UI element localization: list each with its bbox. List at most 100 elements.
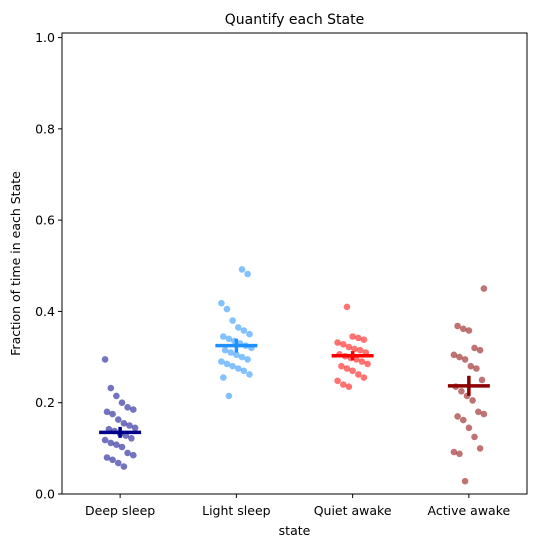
data-point — [244, 356, 251, 363]
data-point — [338, 362, 345, 370]
data-point — [460, 325, 467, 333]
data-point — [225, 392, 233, 400]
data-point — [461, 477, 469, 485]
data-point — [353, 356, 360, 363]
data-point — [238, 353, 246, 361]
data-point — [227, 349, 235, 356]
y-axis-label: Fraction of time in each State — [8, 171, 23, 356]
x-tick-label: Light sleep — [202, 503, 271, 518]
data-point — [113, 392, 120, 400]
data-point — [223, 305, 231, 313]
data-point — [130, 406, 137, 413]
data-point — [467, 362, 475, 370]
data-point — [343, 365, 351, 372]
data-point — [120, 463, 128, 470]
y-tick-label: 0.6 — [35, 213, 55, 228]
data-point — [109, 456, 116, 464]
data-point — [115, 416, 122, 423]
data-point — [345, 343, 353, 351]
data-point — [126, 422, 133, 429]
y-tick-label: 0.8 — [35, 121, 55, 136]
data-point — [118, 443, 126, 451]
y-tick-label: 0.2 — [35, 395, 55, 410]
data-point — [124, 449, 131, 457]
x-tick-label: Deep sleep — [85, 503, 155, 518]
data-point — [349, 333, 356, 340]
data-point — [355, 334, 362, 342]
data-point — [109, 410, 116, 418]
data-point — [101, 356, 109, 363]
x-axis: Deep sleep Light sleep Quiet awake Active a… — [85, 494, 511, 518]
data-point — [120, 420, 128, 427]
data-point — [450, 448, 458, 456]
data-point — [465, 327, 473, 334]
data-point — [475, 408, 482, 416]
data-point — [240, 327, 248, 334]
data-point — [343, 303, 351, 311]
data-point — [461, 356, 469, 363]
data-point — [351, 345, 358, 353]
data-point — [131, 424, 139, 432]
y-tick-label: 1.0 — [35, 30, 55, 45]
data-point — [356, 346, 364, 354]
data-point — [235, 365, 242, 372]
data-point — [101, 436, 109, 444]
y-axis: 0.0 0.2 0.4 0.6 0.8 1.0 — [35, 30, 62, 502]
data-point — [478, 376, 486, 384]
data-point — [235, 324, 242, 331]
data-point — [480, 410, 488, 418]
data-point — [334, 339, 341, 346]
data-point — [103, 454, 111, 461]
points-layer — [101, 266, 488, 485]
data-point — [130, 451, 137, 459]
plot-frame — [61, 32, 528, 495]
data-point — [364, 360, 371, 368]
data-point — [349, 367, 356, 375]
data-point — [244, 270, 251, 278]
data-point — [345, 383, 353, 391]
data-point — [246, 371, 253, 378]
data-point — [360, 336, 368, 344]
data-point — [454, 322, 461, 330]
data-point — [218, 299, 225, 307]
x-axis-label: state — [279, 523, 311, 538]
data-point — [103, 408, 111, 416]
data-point — [124, 404, 131, 411]
data-point — [233, 351, 240, 359]
data-point — [458, 388, 465, 395]
data-point — [456, 353, 463, 361]
data-point — [220, 333, 227, 340]
data-point — [118, 399, 126, 407]
data-point — [473, 365, 480, 372]
data-point — [469, 397, 476, 404]
data-point — [450, 351, 458, 359]
data-point — [115, 459, 122, 467]
y-tick-label: 0.0 — [35, 487, 55, 502]
data-point — [221, 346, 229, 354]
x-tick-label: Active awake — [428, 503, 511, 518]
data-point — [471, 344, 478, 352]
data-point — [223, 360, 231, 368]
data-point — [476, 445, 484, 452]
data-point — [460, 416, 467, 424]
data-point — [465, 424, 473, 432]
data-point — [107, 439, 115, 447]
data-point — [340, 381, 347, 388]
means-layer — [99, 338, 490, 438]
data-point — [220, 374, 227, 381]
data-point — [360, 374, 368, 381]
data-point — [128, 435, 135, 442]
data-point — [238, 266, 246, 273]
x-tick-label: Quiet awake — [314, 503, 392, 518]
chart-title: Quantify each State — [225, 12, 364, 28]
data-point — [456, 450, 463, 458]
data-point — [246, 330, 253, 338]
data-point — [471, 433, 478, 441]
data-point — [240, 367, 248, 375]
data-point — [480, 285, 488, 292]
y-tick-label: 0.4 — [35, 304, 55, 319]
data-point — [113, 441, 120, 449]
data-point — [476, 346, 484, 354]
data-point — [107, 384, 115, 392]
